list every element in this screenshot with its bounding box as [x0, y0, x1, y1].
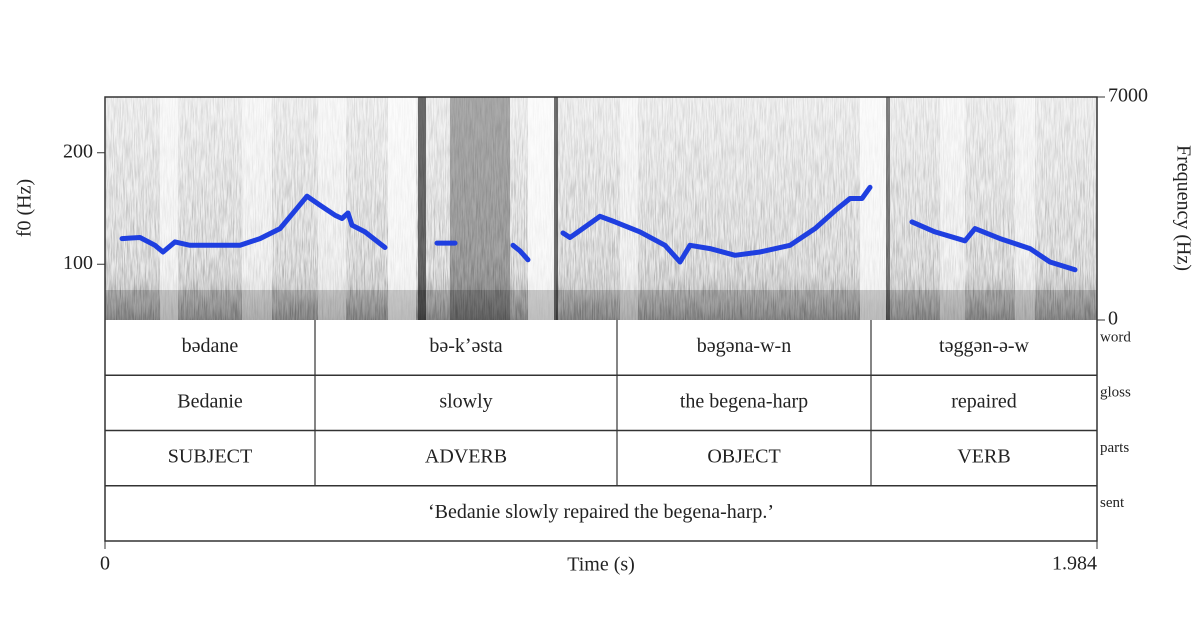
f0-line	[119, 184, 1078, 273]
x-tick-label: 0	[100, 553, 110, 575]
tier-label: bədane	[182, 335, 239, 357]
spectrogram	[105, 97, 1097, 320]
x-axis-label: Time (s)	[567, 554, 635, 576]
tier-label: bə-kʼəsta	[429, 335, 502, 357]
y-axis-label: f0 (Hz)	[14, 179, 36, 237]
y-tick-label: 100	[63, 252, 93, 274]
tier-label: OBJECT	[707, 446, 780, 468]
tier-name: gloss	[1100, 385, 1131, 401]
tier-label: Bedanie	[177, 390, 243, 412]
tier-label: VERB	[957, 446, 1010, 468]
y2-axis-label: Frequency (Hz)	[1172, 145, 1194, 271]
x-tick-label: 1.984	[1052, 553, 1097, 575]
tier-name: parts	[1100, 440, 1129, 456]
tier-label: təggən-ə-w	[939, 335, 1030, 357]
tier-label: repaired	[951, 390, 1017, 412]
tier-label: slowly	[439, 390, 492, 412]
tier-label: ‘Bedanie slowly repaired the begena-harp…	[428, 501, 774, 523]
y2-tick-label: 0	[1108, 308, 1118, 330]
tier-label: the begena-harp	[680, 390, 808, 412]
plot-frame	[104, 96, 1098, 542]
tier-name: sent	[1100, 495, 1125, 511]
tier-label: bəgəna-w-n	[697, 335, 791, 357]
tier-name: word	[1100, 329, 1131, 345]
y-tick-label: 200	[63, 140, 93, 162]
tier-label: SUBJECT	[168, 446, 252, 468]
tier-label: ADVERB	[425, 446, 507, 468]
y2-tick-label: 7000	[1108, 85, 1148, 107]
